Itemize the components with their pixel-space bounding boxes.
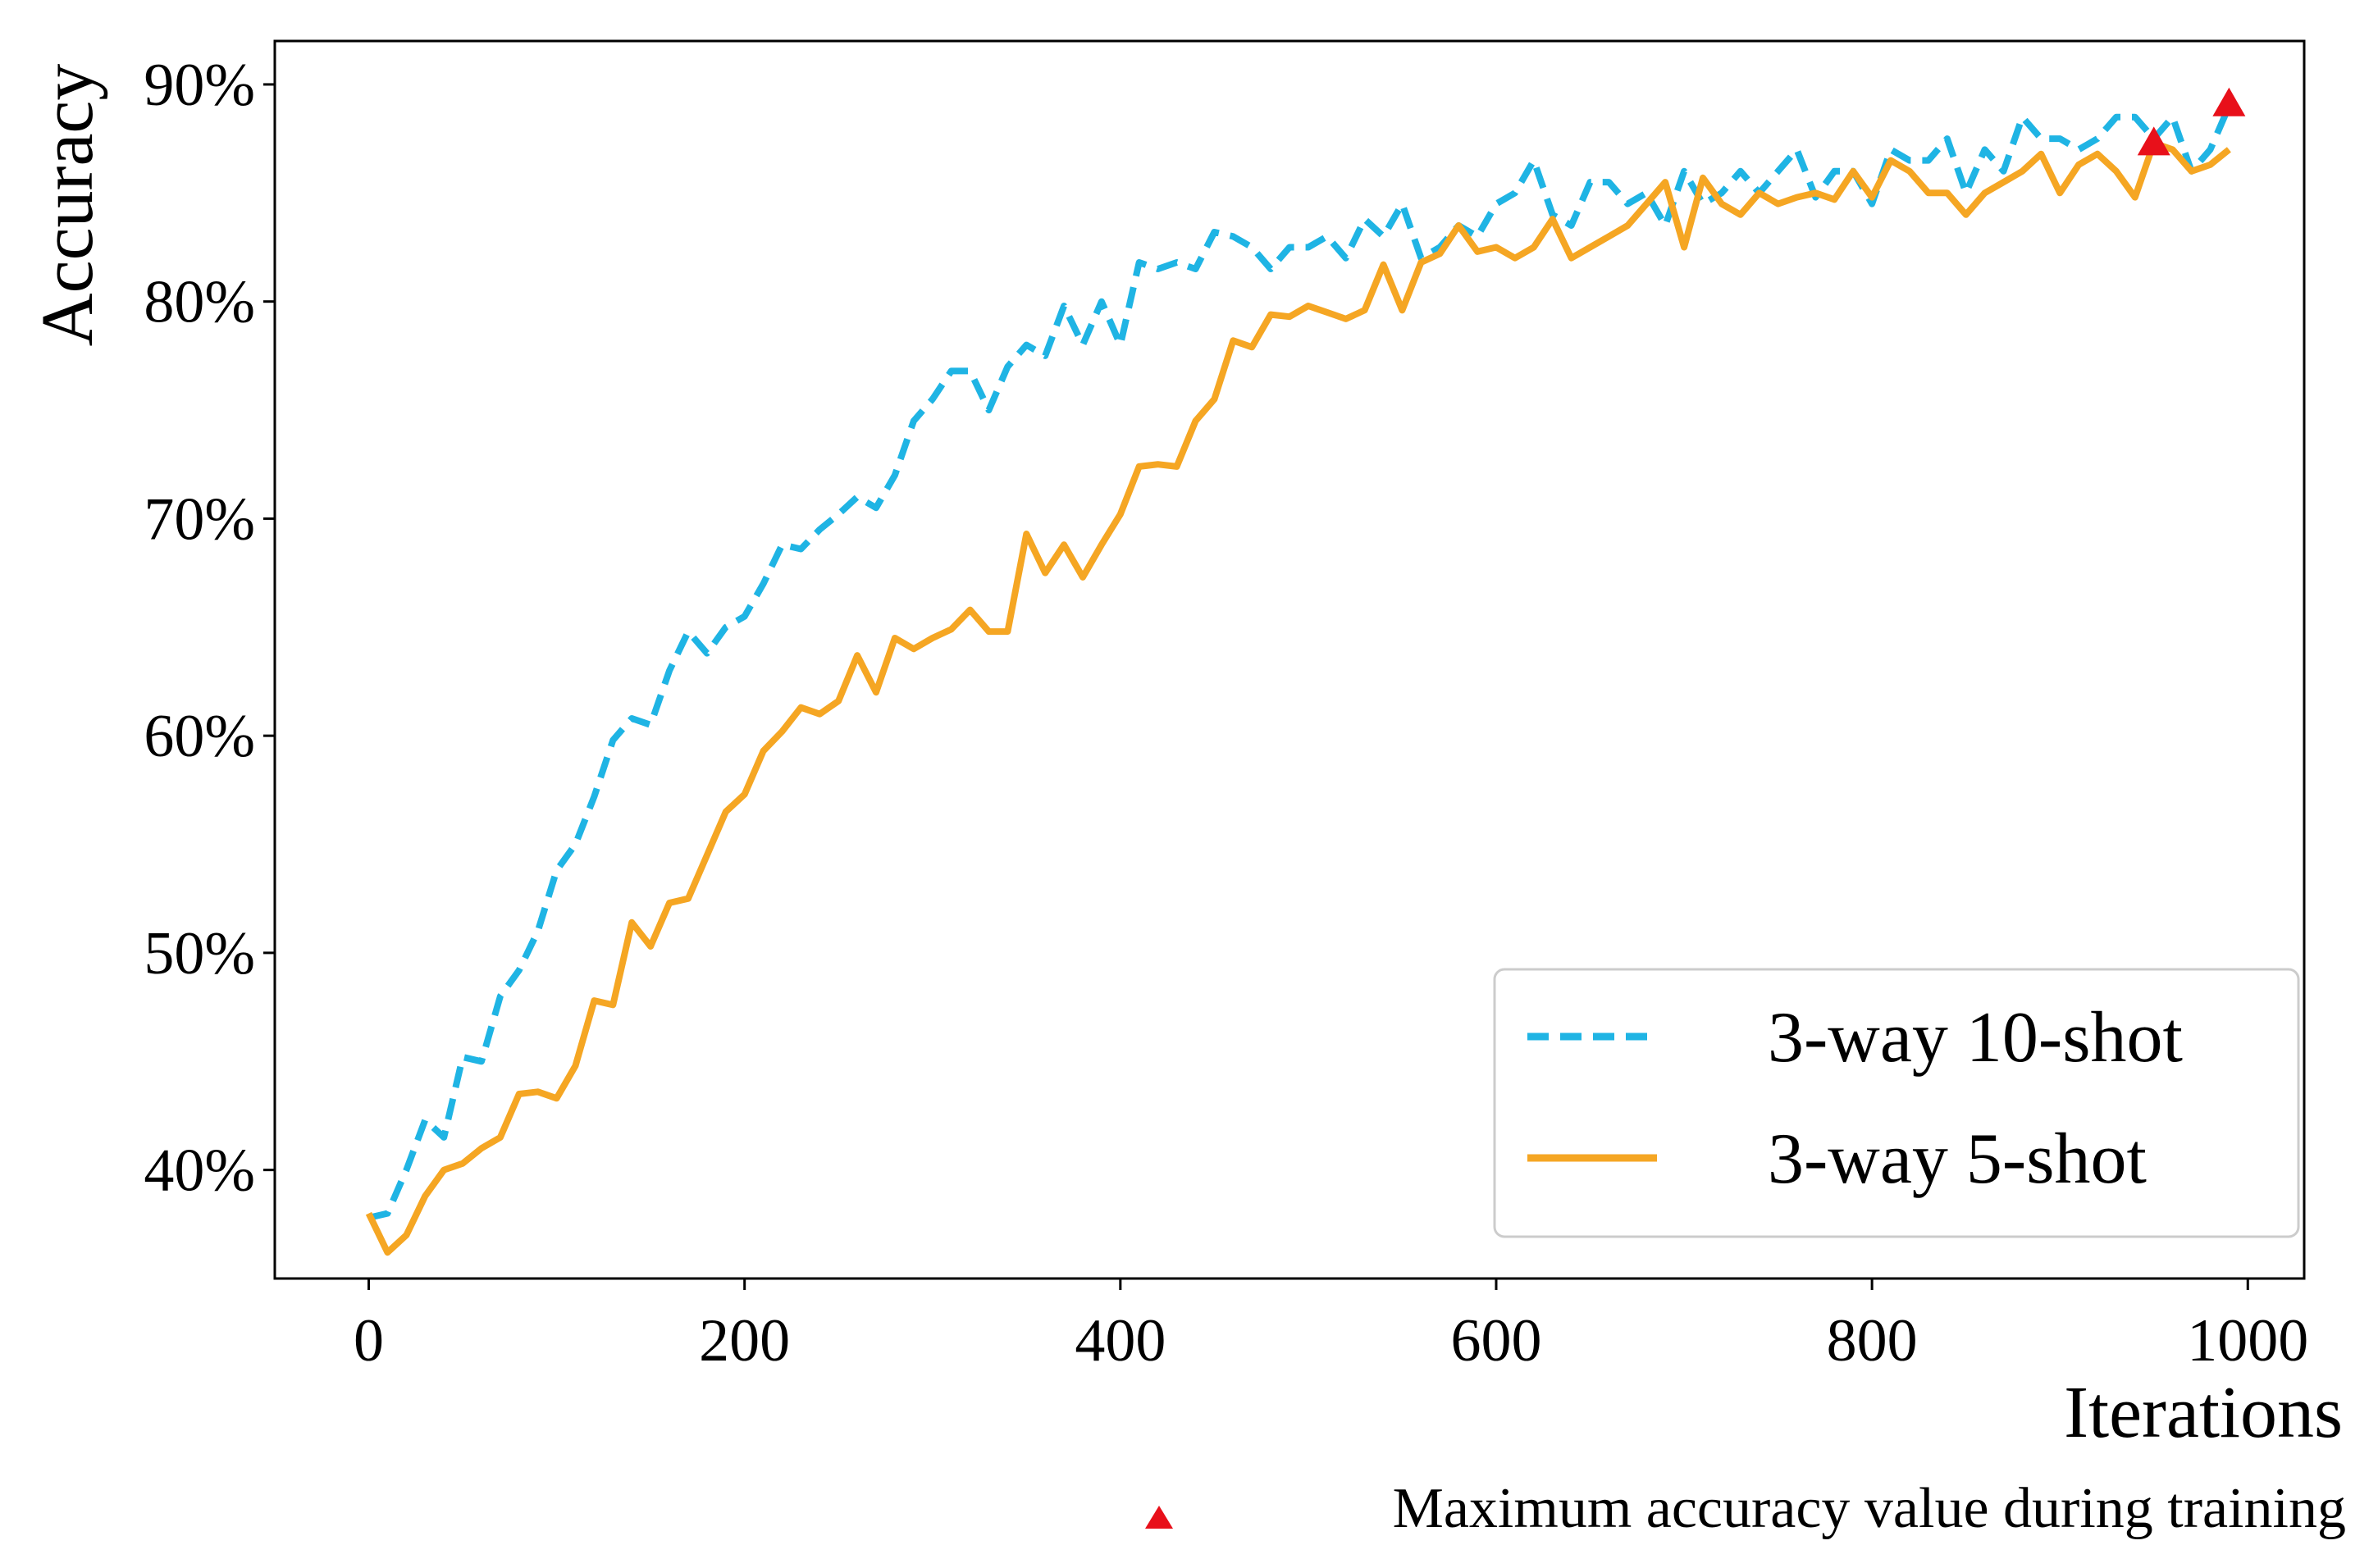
x-tick-label: 200	[699, 1307, 790, 1374]
y-tick-label: 40%	[144, 1137, 255, 1205]
legend-label-10-shot: 3-way 10-shot	[1768, 998, 2183, 1078]
x-axis-title: Iterations	[2064, 1372, 2343, 1453]
max-marker-0	[2137, 126, 2170, 156]
x-tick-label: 600	[1450, 1307, 1541, 1374]
max-marker-legend-icon	[1145, 1506, 1173, 1529]
x-tick-label: 1000	[2187, 1307, 2308, 1374]
max-accuracy-note-text: Maximum accuracy value during training	[1393, 1477, 2346, 1540]
legend-box	[1493, 968, 2300, 1238]
x-tick-label: 0	[354, 1307, 384, 1374]
plot-frame	[273, 39, 2306, 1280]
legend: 3-way 10-shot 3-way 5-shot	[1493, 968, 2300, 1238]
y-axis-ticks: 40% 50% 60% 70% 80% 90%	[144, 52, 275, 1205]
series-layer	[365, 104, 2233, 1256]
y-tick-label: 70%	[144, 485, 255, 553]
x-tick-label: 400	[1075, 1307, 1166, 1374]
y-tick-label: 80%	[144, 269, 255, 336]
y-tick-label: 90%	[144, 52, 255, 119]
series-line-10-shot	[367, 104, 2233, 1221]
y-tick-label: 50%	[144, 920, 255, 987]
legend-label-5-shot: 3-way 5-shot	[1768, 1119, 2147, 1199]
max-marker-1	[2212, 87, 2246, 116]
x-axis-ticks: 0 200 400 600 800 1000	[354, 1279, 2308, 1374]
max-accuracy-note: Maximum accuracy value during training	[1145, 1477, 2346, 1540]
max-marker-layer	[2137, 87, 2246, 156]
series-line-5-shot	[365, 139, 2231, 1256]
x-tick-label: 800	[1827, 1307, 1918, 1374]
y-tick-label: 60%	[144, 703, 255, 770]
y-axis-title: Accuracy	[27, 64, 108, 347]
